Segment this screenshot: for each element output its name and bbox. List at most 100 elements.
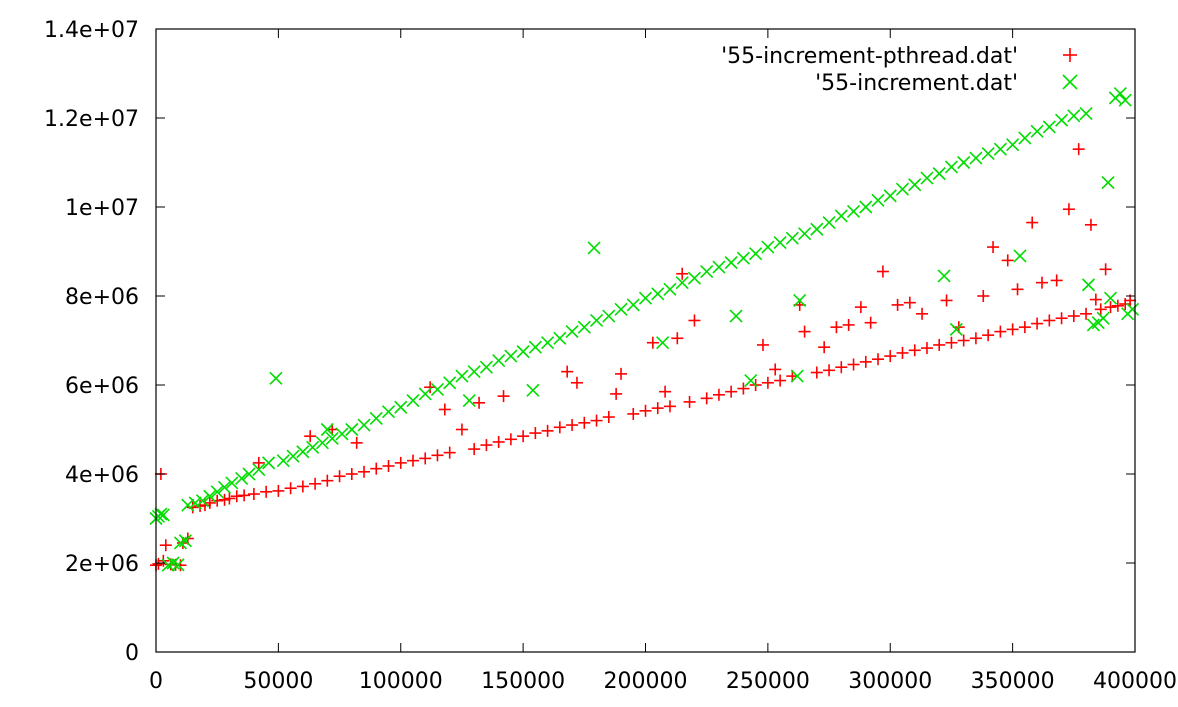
data-point — [810, 222, 824, 236]
data-point — [639, 404, 652, 417]
data-point — [462, 394, 476, 408]
x-tick-label: 200000 — [604, 669, 688, 694]
data-point — [842, 318, 855, 331]
data-point — [369, 411, 383, 425]
data-point — [1089, 293, 1102, 306]
data-point — [321, 474, 334, 487]
x-tick-label: 50000 — [243, 669, 313, 694]
data-point — [663, 282, 677, 296]
data-point — [1099, 263, 1112, 276]
data-point — [1079, 106, 1093, 121]
data-point — [178, 534, 192, 548]
data-point — [238, 489, 251, 502]
data-point — [315, 436, 329, 450]
y-tick-label: 8e+06 — [65, 285, 139, 310]
data-point — [774, 374, 787, 387]
data-point — [847, 358, 860, 371]
data-point — [818, 341, 831, 354]
data-point — [1050, 274, 1063, 287]
data-point — [333, 470, 346, 483]
data-point — [993, 142, 1007, 156]
data-point — [504, 433, 517, 446]
data-point — [671, 332, 684, 345]
data-point — [1084, 218, 1097, 231]
x-tick-label: 400000 — [1093, 669, 1177, 694]
data-point — [381, 405, 396, 419]
data-point — [687, 271, 702, 285]
data-point — [1104, 301, 1117, 314]
data-point — [188, 496, 202, 510]
data-point — [350, 436, 363, 449]
y-tick-label: 2e+06 — [65, 552, 139, 577]
y-tick-label: 1e+07 — [65, 196, 139, 221]
data-point — [335, 427, 349, 441]
series-plus — [150, 143, 1137, 572]
data-point — [152, 557, 165, 570]
data-point — [1081, 278, 1096, 292]
y-tick-label: 4e+06 — [65, 463, 139, 488]
data-point — [468, 443, 481, 456]
data-point — [908, 344, 921, 357]
data-point — [517, 430, 530, 443]
data-point — [455, 423, 468, 436]
data-point — [1118, 93, 1132, 107]
data-point — [614, 302, 628, 316]
data-point — [269, 371, 283, 385]
data-point — [1035, 276, 1048, 289]
data-point — [589, 313, 604, 328]
data-point — [602, 411, 615, 424]
data-point — [218, 493, 231, 506]
data-point — [504, 349, 518, 363]
data-point — [854, 301, 867, 314]
marks-layer — [149, 86, 1140, 572]
data-point — [676, 267, 689, 280]
data-point — [230, 490, 243, 503]
data-point — [1030, 124, 1044, 138]
data-point — [1096, 311, 1110, 325]
data-point — [846, 204, 861, 219]
data-point — [553, 421, 566, 434]
data-point — [895, 182, 910, 196]
data-point — [223, 492, 236, 505]
data-point — [1001, 254, 1014, 267]
x-tick-label: 300000 — [848, 669, 932, 694]
data-point — [659, 385, 672, 398]
data-point — [1072, 143, 1085, 156]
data-point — [683, 395, 696, 408]
data-point — [675, 276, 689, 290]
data-point — [566, 419, 579, 432]
data-point — [529, 427, 542, 440]
data-point — [663, 400, 676, 413]
data-point — [296, 445, 310, 459]
data-point — [516, 345, 530, 359]
y-tick-label: 1.2e+07 — [44, 107, 139, 132]
data-point — [785, 231, 799, 245]
data-point — [712, 388, 725, 401]
data-point — [345, 468, 358, 480]
data-point — [1101, 175, 1115, 190]
data-point — [626, 298, 640, 312]
data-point — [602, 309, 616, 323]
data-point — [166, 556, 180, 570]
y-tick-label: 0 — [125, 641, 139, 666]
data-point — [756, 338, 769, 351]
data-point — [920, 342, 933, 355]
data-point — [876, 265, 889, 278]
data-point — [810, 366, 823, 379]
data-point — [497, 390, 510, 403]
data-point — [903, 296, 916, 309]
data-point — [940, 294, 953, 307]
data-point — [309, 477, 322, 490]
data-point — [737, 382, 750, 395]
data-point — [262, 456, 276, 470]
data-point — [651, 287, 665, 301]
data-point — [744, 373, 758, 388]
data-point — [830, 321, 843, 334]
y-tick-label: 6e+06 — [65, 374, 139, 399]
data-point — [242, 467, 256, 481]
data-point — [615, 367, 628, 380]
data-point — [394, 400, 408, 414]
data-point — [553, 331, 567, 345]
data-point — [1094, 303, 1107, 316]
data-point — [871, 193, 885, 207]
